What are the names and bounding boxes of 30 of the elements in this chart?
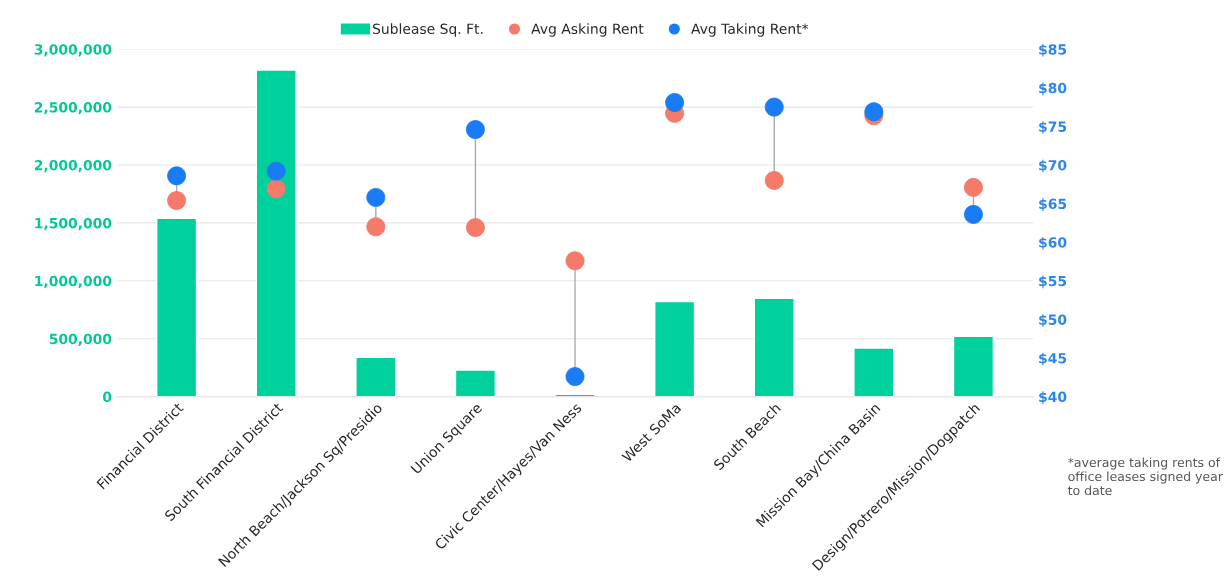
point: [366, 217, 386, 237]
bar: [155, 217, 198, 397]
legend-label: Avg Taking Rent*: [691, 23, 809, 37]
bar: [454, 369, 497, 397]
y2-tick-label: $85: [1039, 43, 1067, 57]
y-tick-label: 2,500,000: [34, 102, 112, 115]
y2-tick-label: $55: [1039, 275, 1067, 289]
legend-label: Sublease Sq. Ft.: [372, 23, 483, 37]
bar: [355, 356, 397, 397]
y2-tick-label: $60: [1039, 236, 1067, 250]
bar: [853, 347, 895, 397]
y-tick-label: 3,000,000: [34, 44, 112, 57]
y2-tick-label: $80: [1039, 82, 1067, 96]
bar: [753, 297, 795, 397]
legend-label: Avg Asking Rent: [531, 23, 644, 37]
text: *average taking rents of office leases signed year to date: [1067, 457, 1223, 496]
bar: [654, 300, 696, 397]
bar: [952, 335, 995, 397]
y2-tick-label: $65: [1039, 198, 1067, 211]
y-tick-label: 2,000,000: [34, 159, 112, 173]
y-tick-label: 1,000,000: [35, 275, 112, 289]
y2-tick-label: $70: [1039, 159, 1067, 173]
y-tick-label: 500,000: [49, 333, 112, 346]
y2-tick-label: $50: [1039, 314, 1067, 327]
bar: [255, 69, 297, 397]
y-tick-label: 0: [102, 391, 112, 403]
y2-tick-label: $45: [1039, 352, 1067, 366]
y-tick-label: 1,500,000: [35, 217, 112, 231]
y2-tick-label: $40: [1039, 391, 1067, 404]
y2-tick-label: $75: [1039, 121, 1067, 134]
